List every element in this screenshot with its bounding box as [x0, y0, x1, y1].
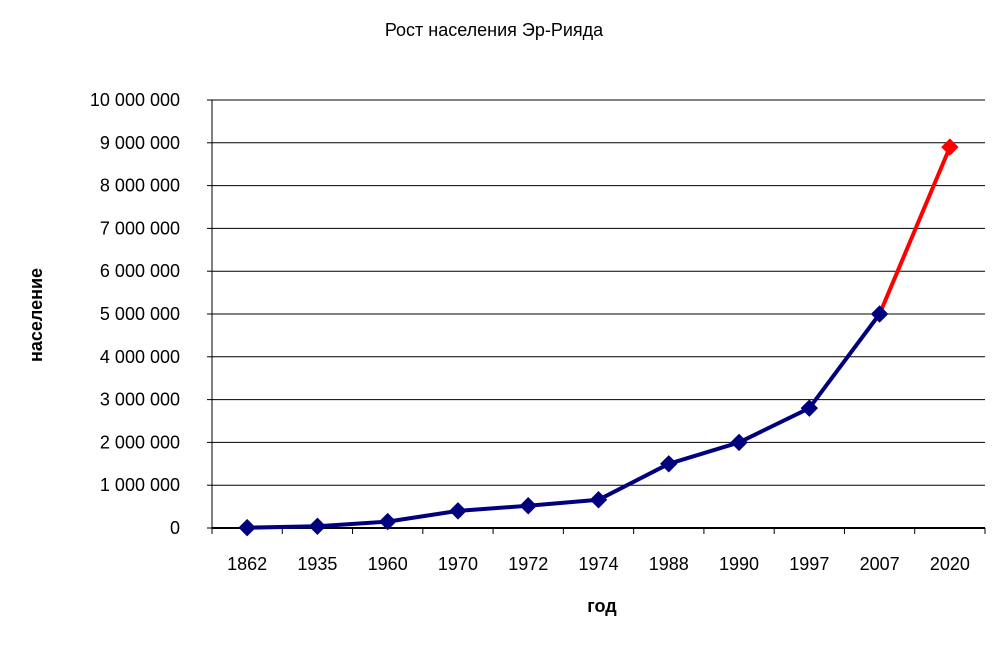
data-point — [730, 433, 748, 452]
y-axis-title: население — [26, 268, 46, 362]
x-tick-label: 1862 — [227, 554, 267, 574]
data-point-markers — [238, 138, 959, 537]
y-tick-label: 0 — [170, 518, 180, 538]
x-tick-label: 1972 — [508, 554, 548, 574]
series-line-2 — [877, 146, 952, 315]
x-tick-label: 1935 — [297, 554, 337, 574]
data-point — [378, 512, 397, 531]
data-point — [449, 502, 467, 520]
plot-frame — [207, 99, 986, 534]
x-tick-label: 1974 — [578, 554, 618, 574]
y-tick-label: 10 000 000 — [90, 90, 180, 110]
x-tick-label: 1988 — [649, 554, 689, 574]
data-point — [238, 518, 256, 537]
series-line-1 — [247, 312, 882, 530]
x-tick-label: 2007 — [860, 554, 900, 574]
data-point — [800, 399, 819, 417]
chart-title: Рост населения Эр-Рияда — [385, 20, 604, 40]
y-tick-label: 7 000 000 — [100, 218, 180, 238]
x-tick-labels: 1862 1935 1960 1970 1972 1974 1988 1990 1997 2007… — [227, 554, 970, 574]
x-tick-label: 1960 — [368, 554, 408, 574]
y-tick-labels: 0 1 000 000 2 000 000 3 000 000 4 000 000 5 0… — [90, 90, 180, 538]
data-point — [308, 517, 327, 535]
data-point — [660, 455, 678, 473]
y-tick-label: 1 000 000 — [100, 475, 180, 495]
data-point — [870, 305, 889, 323]
data-point — [589, 491, 608, 509]
x-axis-title: год — [587, 596, 617, 616]
x-tick-label: 1990 — [719, 554, 759, 574]
y-tick-label: 4 000 000 — [100, 347, 180, 367]
y-tick-label: 9 000 000 — [100, 133, 180, 153]
y-tick-label: 5 000 000 — [100, 304, 180, 324]
y-tick-label: 2 000 000 — [100, 432, 180, 452]
x-tick-label: 2020 — [930, 554, 970, 574]
x-tick-label: 1997 — [789, 554, 829, 574]
data-point — [941, 138, 959, 156]
y-tick-label: 8 000 000 — [100, 176, 180, 196]
series-lines — [247, 146, 952, 530]
y-tick-label: 6 000 000 — [100, 261, 180, 281]
x-tick-label: 1970 — [438, 554, 478, 574]
gridlines — [212, 99, 985, 529]
data-point — [519, 497, 537, 515]
y-tick-label: 3 000 000 — [100, 390, 180, 410]
